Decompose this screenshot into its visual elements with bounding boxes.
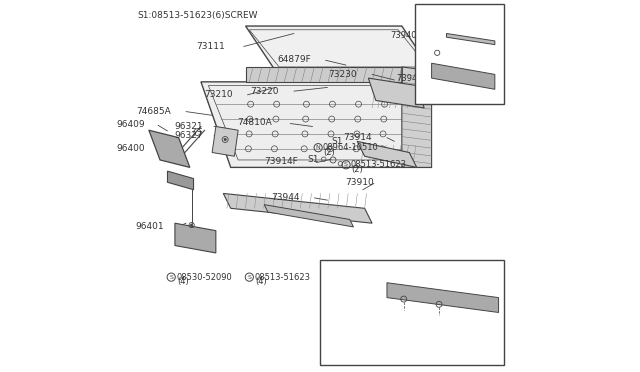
Text: 73910F: 73910F [415, 343, 446, 352]
Text: 73940A: 73940A [390, 31, 422, 40]
Text: S1:08513-51623(6)SCREW: S1:08513-51623(6)SCREW [138, 11, 258, 20]
Polygon shape [369, 78, 424, 108]
Circle shape [191, 224, 193, 226]
Circle shape [224, 138, 227, 141]
Text: ^730*0088: ^730*0088 [458, 354, 502, 363]
Text: 73111: 73111 [196, 42, 225, 51]
Text: (2): (2) [351, 165, 364, 174]
Text: (2): (2) [334, 303, 344, 312]
Text: S: S [326, 301, 330, 306]
Text: (2): (2) [324, 148, 335, 157]
Text: 73944: 73944 [271, 193, 300, 202]
Text: 74685A: 74685A [136, 107, 172, 116]
Text: 08964-10510: 08964-10510 [323, 143, 379, 152]
Text: 08530-52090: 08530-52090 [176, 273, 232, 282]
Text: N: N [316, 145, 321, 150]
Text: 73914: 73914 [463, 273, 489, 282]
Text: 08513-51623: 08513-51623 [254, 273, 310, 282]
Text: S1: S1 [331, 137, 342, 146]
Polygon shape [168, 171, 193, 190]
Polygon shape [223, 193, 372, 223]
Text: 96409: 96409 [116, 120, 145, 129]
Polygon shape [201, 82, 431, 167]
Polygon shape [149, 130, 190, 167]
Polygon shape [246, 26, 431, 71]
Text: 73910: 73910 [345, 178, 374, 187]
Text: 73618: 73618 [400, 325, 427, 334]
Polygon shape [402, 67, 431, 167]
Polygon shape [387, 283, 499, 312]
Text: (4): (4) [177, 278, 189, 286]
Text: FOR 2+2 SEATER: FOR 2+2 SEATER [324, 269, 396, 278]
Text: 74810A: 74810A [237, 118, 271, 127]
Text: 96401: 96401 [135, 222, 164, 231]
Text: 73914: 73914 [344, 133, 372, 142]
Text: FOR 2+2 SEATER: FOR 2+2 SEATER [424, 12, 495, 21]
Text: 73220: 73220 [251, 87, 279, 96]
Text: 96400: 96400 [116, 144, 145, 153]
Text: 08513-51623: 08513-51623 [333, 299, 384, 308]
Polygon shape [175, 223, 216, 253]
Text: 73940: 73940 [396, 74, 422, 83]
Polygon shape [246, 67, 402, 82]
Text: S: S [169, 275, 173, 280]
Text: 73210: 73210 [204, 90, 232, 99]
Text: 64879F: 64879F [277, 55, 310, 64]
Polygon shape [264, 205, 353, 227]
Text: 96327: 96327 [174, 131, 203, 140]
Bar [415, 4, 504, 104]
Polygon shape [357, 141, 417, 167]
Text: S1: S1 [307, 155, 319, 164]
Bar [320, 260, 504, 365]
Text: 73914F: 73914F [264, 157, 298, 166]
Text: 08513-51623: 08513-51623 [351, 160, 407, 169]
Polygon shape [431, 63, 495, 89]
Text: S: S [344, 162, 348, 167]
Text: 73230: 73230 [328, 70, 357, 79]
Polygon shape [447, 33, 495, 45]
Text: S: S [248, 275, 252, 280]
Text: (4): (4) [255, 278, 267, 286]
Polygon shape [212, 126, 238, 156]
Text: 96321: 96321 [174, 122, 203, 131]
